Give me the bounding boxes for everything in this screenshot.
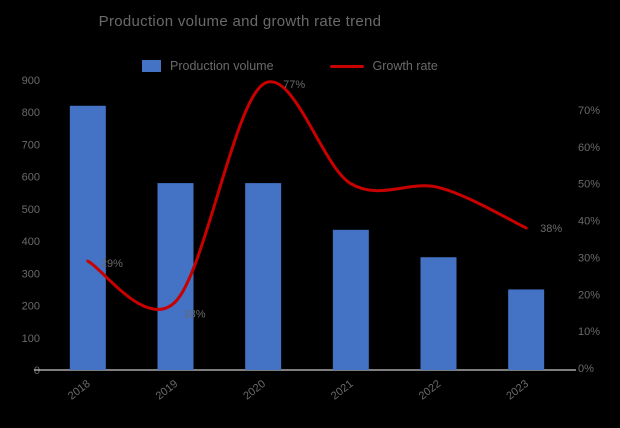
bar [69, 105, 106, 371]
bar [420, 257, 457, 370]
x-axis-category-label: 2018 [66, 378, 93, 403]
left-axis-tick-label: 800 [22, 107, 40, 119]
left-axis-tick-label: 300 [22, 268, 40, 280]
right-axis-tick-label: 50% [578, 179, 600, 191]
line-series-path [86, 80, 528, 311]
chart-legend: Production volume Growth rate [142, 59, 438, 73]
bar-swatch-icon [142, 60, 161, 72]
bar [508, 289, 545, 370]
legend-label-line-series: Growth rate [372, 59, 438, 73]
line-point-data-label: 29% [101, 258, 123, 270]
left-axis-tick-label: 700 [22, 139, 40, 151]
x-axis-category-label: 2022 [417, 378, 444, 403]
right-axis-tick-label: 60% [578, 142, 600, 154]
legend-label-bar-series: Production volume [170, 59, 274, 73]
left-axis-tick-label: 600 [22, 172, 40, 184]
line-point-data-label: 77% [283, 79, 305, 91]
left-axis-tick-label: 400 [22, 236, 40, 248]
left-axis-tick-label: 500 [22, 204, 40, 216]
left-axis-tick-label: 100 [22, 333, 40, 345]
right-axis-tick-label: 40% [578, 216, 600, 228]
right-axis-tick-label: 70% [578, 105, 600, 117]
legend-item-line-series: Growth rate [329, 59, 438, 73]
x-axis-category-label: 2023 [504, 378, 531, 403]
legend-item-bar-series: Production volume [142, 59, 274, 73]
bar [245, 183, 282, 370]
x-axis-category-label: 2021 [329, 378, 356, 403]
bar [332, 229, 369, 370]
right-axis-tick-label: 0% [578, 363, 594, 375]
x-axis-category-label: 2020 [241, 378, 268, 403]
right-axis-tick-label: 20% [578, 289, 600, 301]
chart-title: Production volume and growth rate trend [98, 13, 382, 30]
left-axis-tick-label: 200 [22, 301, 40, 313]
line-point-data-label: 18% [184, 309, 206, 321]
line-point-data-label: 38% [540, 223, 562, 235]
left-axis-tick-label: 0 [34, 365, 40, 377]
bar [157, 183, 194, 370]
right-axis-tick-label: 30% [578, 252, 600, 264]
left-axis-tick-label: 900 [22, 75, 40, 87]
line-swatch-icon [329, 64, 364, 68]
x-axis-category-label: 2019 [154, 378, 181, 403]
right-axis-tick-label: 10% [578, 326, 600, 338]
